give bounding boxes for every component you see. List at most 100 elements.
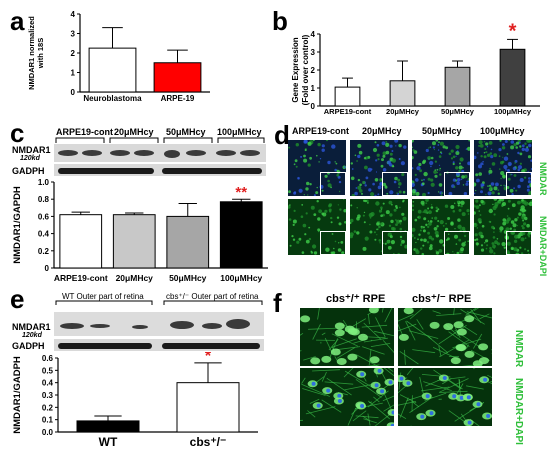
y-axis-label: NMDAR1/GADPH <box>12 356 23 434</box>
bar <box>499 48 526 107</box>
micro-d-inset <box>506 172 532 196</box>
y-tick-label: 1 <box>311 84 316 93</box>
category-label: 50μMHcy <box>441 107 475 116</box>
y-axis-label: Gene Expression <box>291 37 300 102</box>
significance-marker: * <box>509 22 517 42</box>
y-tick-label: 0 <box>45 264 50 273</box>
panel-letter-a: a <box>10 6 25 36</box>
micro-f-image-tile <box>300 368 394 426</box>
micro-f-col-label: cbs⁺/⁻ RPE <box>412 293 472 305</box>
micro-d-image-tile <box>474 199 532 255</box>
y-axis-label: NMDAR1 normalized <box>27 16 36 90</box>
panel-letter-e: e <box>10 284 25 314</box>
micro-f-row-label-nmdar-dapi: NMDAR+DAPI <box>513 378 524 445</box>
micro-d-inset <box>320 172 346 196</box>
micro-f-image-tile <box>398 308 492 366</box>
bar <box>88 47 137 93</box>
y-tick-label: 0.8 <box>38 195 50 204</box>
y-tick-label: 4 <box>71 10 76 19</box>
micro-d-image-tile <box>350 140 408 196</box>
y-tick-label: 3 <box>311 48 316 57</box>
micro-f-image-tile <box>300 308 394 366</box>
micro-d-scale-bar <box>292 266 304 268</box>
y-tick-label: 0 <box>311 102 316 111</box>
category-label: Neuroblastoma <box>83 94 142 103</box>
y-axis-label: with 18S <box>36 38 45 69</box>
category-label: ARPE-19 <box>161 94 195 103</box>
micro-f-image-tile <box>398 368 492 426</box>
panel-letter-b: b <box>272 6 288 36</box>
category-label: ARPE19-cont <box>324 107 372 116</box>
micro-d-image-tile <box>474 140 532 196</box>
micro-d-image-tile <box>288 199 346 255</box>
y-tick-label: 0.6 <box>38 212 50 221</box>
category-label: 50μMHcy <box>169 273 207 283</box>
panel-letter-f: f <box>273 288 282 318</box>
y-axis-label: (Fold over control) <box>301 34 310 105</box>
y-tick-label: 0.2 <box>38 247 50 256</box>
panel-letter-d: d <box>274 120 290 150</box>
y-tick-label: 0.3 <box>42 391 54 400</box>
blot-c-group-label: 20μMHcy <box>114 127 154 137</box>
bar <box>153 62 202 93</box>
y-tick-label: 0.2 <box>42 403 54 412</box>
micro-f-scale-bar <box>305 428 319 430</box>
micro-d-image-tile <box>288 140 346 196</box>
chart-c: 0 0.2 0.4 0.6 0.8 1.0 NMDAR1/GAPDH ARPE19-cont 2… <box>12 178 268 283</box>
category-label: ARPE19-cont <box>54 273 108 283</box>
bar <box>219 201 263 269</box>
micro-d-col-label: ARPE19-cont <box>292 126 350 136</box>
y-tick-label: 4 <box>311 30 316 39</box>
blot-c-band1-label: NMDAR1 <box>12 145 51 155</box>
y-tick-label: 0.4 <box>42 379 54 388</box>
bar <box>444 66 471 107</box>
micro-d-row-label-nmdar-dapi: NMDAR+DAPI <box>538 216 548 277</box>
micro-d-image-tile <box>412 199 470 255</box>
y-axis-label: NMDAR1/GAPDH <box>12 186 23 264</box>
y-tick-label: 2 <box>71 49 76 58</box>
blot-c-group-label: 100μMHcy <box>217 127 262 137</box>
bar <box>76 420 140 433</box>
micro-f-col-label: cbs⁺/⁺ RPE <box>326 293 386 305</box>
micro-f-row-label-nmdar: NMDAR <box>513 330 524 368</box>
bar <box>112 214 156 269</box>
blot-c-band1-size: 120kd <box>20 155 40 162</box>
y-tick-label: 0.5 <box>42 366 54 375</box>
blot-e-group-label: WT Outer part of retina <box>62 292 144 301</box>
blot-e-band2-label: GADPH <box>12 341 45 351</box>
bar <box>59 214 103 269</box>
micro-d-col-label: 20μMHcy <box>362 126 402 136</box>
chart-b: 0 1 2 3 4 Gene Expression (Fold over control) A… <box>291 22 540 116</box>
y-tick-label: 0.6 <box>42 354 54 363</box>
y-tick-label: 0.1 <box>42 416 54 425</box>
micro-d-inset <box>444 172 470 196</box>
category-label: 20μMHcy <box>116 273 154 283</box>
micro-d-inset <box>382 231 408 255</box>
category-label: cbs⁺/⁻ <box>190 435 227 449</box>
blot-e-band1-label: NMDAR1 <box>12 322 51 332</box>
blot-e-brackets <box>55 300 263 305</box>
blot-c-band2-label: GADPH <box>12 166 45 176</box>
category-label: 100μMHcy <box>494 107 532 116</box>
y-tick-label: 1.0 <box>38 178 50 187</box>
micro-d-row-label-nmdar: NMDAR <box>538 162 548 196</box>
category-label: 100μMHcy <box>220 273 262 283</box>
y-tick-label: 0.0 <box>42 428 54 437</box>
micro-d-col-label: 100μMHcy <box>480 126 525 136</box>
micro-d-image-tile <box>350 199 408 255</box>
blot-e-band1-size: 120kd <box>22 332 42 339</box>
micro-d-inset <box>444 231 470 255</box>
blot-c-group-label: 50μMHcy <box>166 127 206 137</box>
blot-e-group-label: cbs⁺/⁻ Outer part of retina <box>166 292 259 301</box>
blot-c-gadph-band <box>54 164 266 176</box>
y-tick-label: 0.4 <box>38 230 50 239</box>
blot-e-nmdar1-band <box>54 312 264 336</box>
bar <box>334 86 361 107</box>
blot-c-group-label: ARPE19-cont <box>56 127 114 137</box>
blot-c-brackets <box>55 137 265 143</box>
bar <box>166 215 210 269</box>
y-tick-label: 3 <box>71 30 76 39</box>
y-tick-label: 2 <box>311 66 316 75</box>
micro-d-image-tile <box>412 140 470 196</box>
panel-letter-c: c <box>10 118 25 148</box>
